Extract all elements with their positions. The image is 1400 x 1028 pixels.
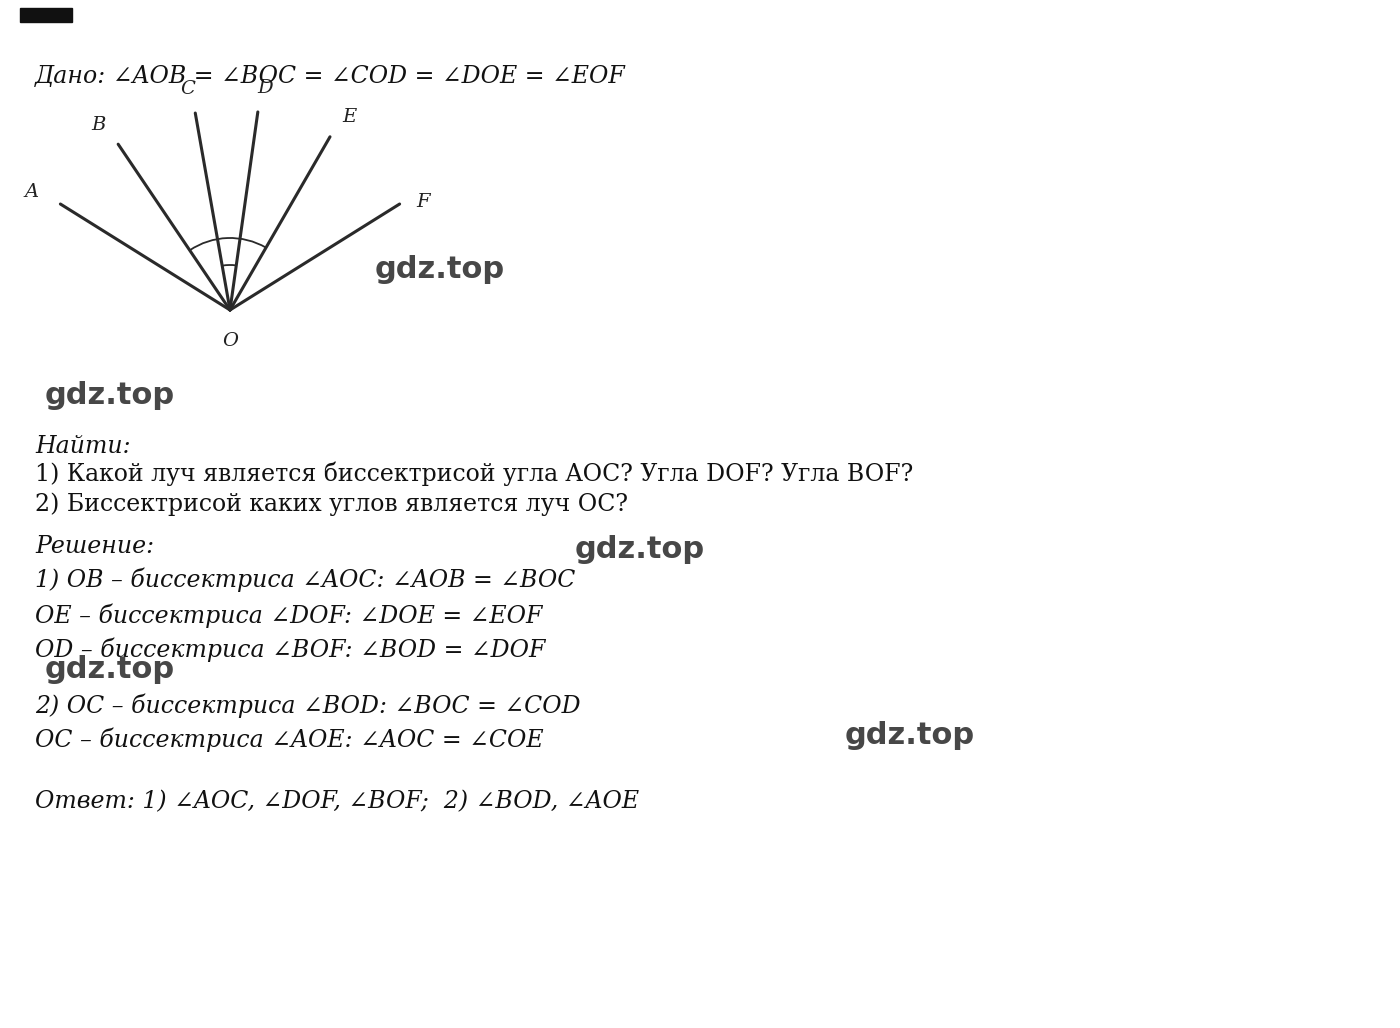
Text: B: B [91,116,105,135]
Text: gdz.top: gdz.top [575,536,706,564]
Text: Дано: ∠AOB = ∠BOC = ∠COD = ∠DOE = ∠EOF: Дано: ∠AOB = ∠BOC = ∠COD = ∠DOE = ∠EOF [35,65,626,88]
Text: C: C [181,80,196,99]
Text: OD – биссектриса ∠BOF: ∠BOD = ∠DOF: OD – биссектриса ∠BOF: ∠BOD = ∠DOF [35,638,546,662]
Text: Решение:: Решение: [35,535,154,558]
Text: A: A [24,183,38,201]
Text: O: O [223,332,238,350]
Text: gdz.top: gdz.top [45,656,175,685]
Bar [20,8,71,22]
Text: 2) Биссектрисой каких углов является луч OC?: 2) Биссектрисой каких углов является луч… [35,492,629,515]
Text: gdz.top: gdz.top [846,721,974,749]
Text: D: D [258,79,273,97]
Text: 1) OB – биссектриса ∠AOC: ∠AOB = ∠BOC: 1) OB – биссектриса ∠AOC: ∠AOB = ∠BOC [35,568,575,592]
Text: E: E [342,108,356,126]
Text: F: F [416,193,430,212]
Text: gdz.top: gdz.top [45,380,175,409]
Text: 1) Какой луч является биссектрисой угла AOC? Угла DOF? Угла BOF?: 1) Какой луч является биссектрисой угла … [35,462,913,486]
Text: Ответ: 1) ∠AOC, ∠DOF, ∠BOF;  2) ∠BOD, ∠AOE: Ответ: 1) ∠AOC, ∠DOF, ∠BOF; 2) ∠BOD, ∠AO… [35,790,640,813]
Text: OE – биссектриса ∠DOF: ∠DOE = ∠EOF: OE – биссектриса ∠DOF: ∠DOE = ∠EOF [35,603,542,627]
Text: 2) OC – биссектриса ∠BOD: ∠BOC = ∠COD: 2) OC – биссектриса ∠BOD: ∠BOC = ∠COD [35,693,581,718]
Text: gdz.top: gdz.top [375,256,505,285]
Text: OC – биссектриса ∠AOE: ∠AOC = ∠COE: OC – биссектриса ∠AOE: ∠AOC = ∠COE [35,728,543,752]
Text: Найти:: Найти: [35,435,130,458]
